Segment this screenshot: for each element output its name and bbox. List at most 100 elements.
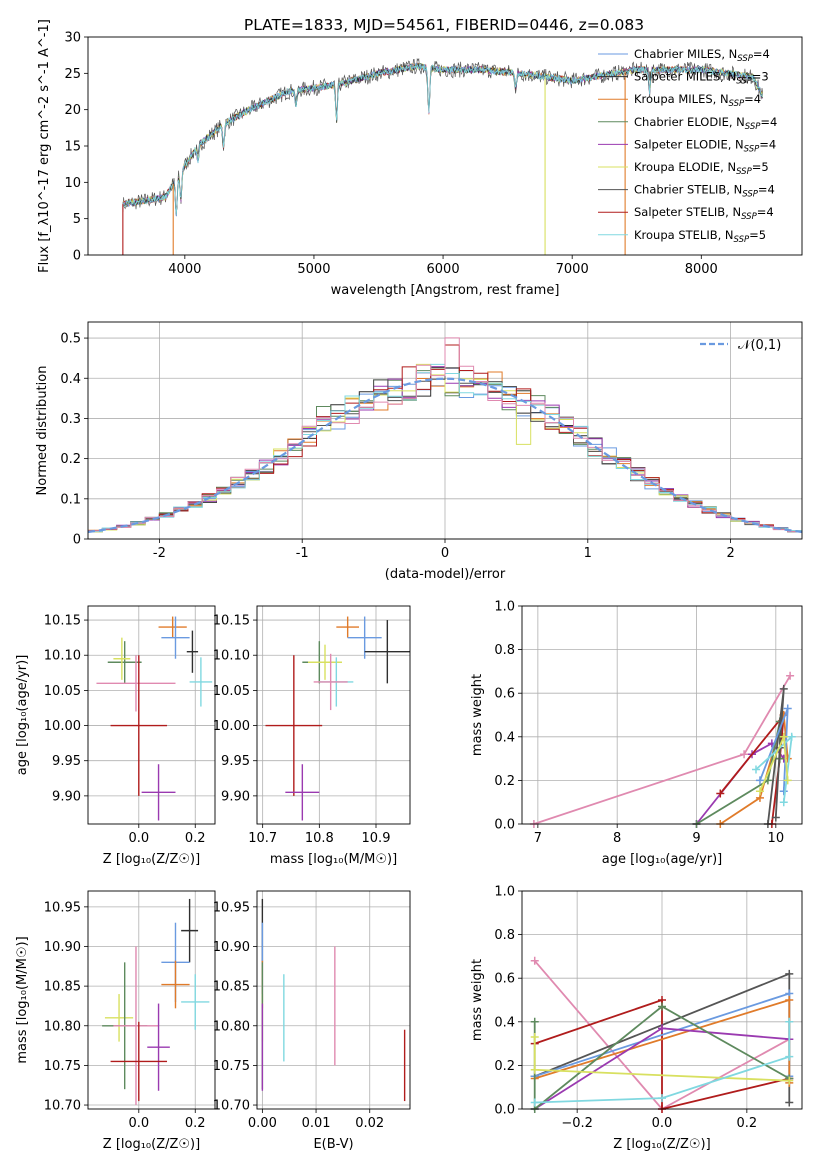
- y-tick-label: 10.80: [44, 1019, 81, 1034]
- y-axis-label: age [log₁₀(age/yr)]: [15, 655, 30, 776]
- x-tick-label: 0: [441, 546, 449, 561]
- x-tick-label: 10: [768, 831, 785, 846]
- x-axis-label: wavelength [Angstrom, rest frame]: [331, 283, 560, 298]
- plot-area: [96, 616, 213, 821]
- y-tick-label: 0: [73, 533, 81, 548]
- x-tick-label: 6000: [427, 262, 460, 277]
- x-tick-label: 0.2: [737, 1116, 758, 1131]
- weight-marker-chab_miles: [779, 787, 788, 796]
- legend-label-value: =5: [752, 160, 769, 174]
- x-tick-label: 2: [726, 546, 734, 561]
- y-tick-label: 0.4: [60, 372, 81, 387]
- spectrum-panel: 4000 5000 6000 7000 8000 0 5 10 15 20 25 30 waveleng…: [37, 19, 803, 298]
- y-axis-label: Normed distribution: [35, 366, 50, 496]
- legend-label: Kroupa ELODIE, NSSP=5: [634, 160, 769, 177]
- legend-label-subscript: SSP: [729, 99, 745, 109]
- y-tick-label: 0.4: [494, 1015, 515, 1030]
- x-tick-label: 0.02: [355, 1116, 384, 1131]
- x-tick-label: 0.2: [185, 1116, 206, 1131]
- legend-label-subscript: SSP: [741, 212, 757, 222]
- x-tick-label: 10.8: [305, 831, 334, 846]
- y-axis-label: mass [log₁₀(M/M☉)]: [15, 936, 30, 1063]
- legend-label: Chabrier STELIB, NSSP=4: [634, 183, 775, 200]
- legend-label-value: =4: [760, 115, 777, 129]
- x-axis-label: (data-model)/error: [385, 567, 506, 582]
- x-tick-label: 1: [584, 546, 592, 561]
- x-axis-label: E(B-V): [313, 1137, 353, 1152]
- weight-marker-pink: [786, 671, 795, 680]
- plot-area: [529, 671, 796, 828]
- y-tick-label: 9.90: [52, 789, 81, 804]
- axes-frame: [87, 321, 803, 540]
- y-tick-label: 5: [73, 212, 81, 227]
- y-tick-label: 0.4: [494, 730, 515, 745]
- y-tick-label: 0.8: [494, 928, 515, 943]
- y-axis-label: Flux [f_λ10^-17 erg cm^-2 s^-1 A^-1]: [37, 19, 52, 273]
- normal-curve: [87, 377, 803, 534]
- y-tick-label: 10.10: [44, 649, 81, 664]
- legend-label-subscript: SSP: [736, 77, 752, 87]
- weight-marker-pink: [740, 750, 749, 759]
- weight-marker-krou_stelib: [779, 798, 788, 807]
- y-tick-label: 10.75: [44, 1059, 81, 1074]
- weight-marker-chab_stelib: [785, 969, 794, 978]
- histogram-pink: [88, 337, 802, 533]
- legend-label: Chabrier ELODIE, NSSP=4: [634, 115, 777, 132]
- x-tick-label: 10.9: [362, 831, 391, 846]
- y-tick-label: 10.95: [213, 900, 250, 915]
- weight-marker-chab_stelib: [785, 1098, 794, 1107]
- age-vs-metallicity-panel: 0.0 0.2 9.90 9.95 10.00 10.05 10.10 10.15 Z [log…: [15, 605, 216, 867]
- y-axis-label: mass weight: [470, 674, 485, 756]
- figure-title: PLATE=1833, MJD=54561, FIBERID=0446, z=0…: [244, 16, 644, 34]
- weight-marker-krou_elodie: [783, 776, 792, 785]
- x-tick-label: 7: [534, 831, 542, 846]
- y-tick-label: 0.1: [60, 492, 81, 507]
- y-tick-label: 10.85: [213, 980, 250, 995]
- residuals-panel: -2 -1 0 1 2 0 0.1 0.2 0.3 0.4 0.5 (data-model)/erro…: [35, 321, 803, 582]
- y-tick-label: 0.8: [494, 643, 515, 658]
- x-tick-label: −0.2: [561, 1116, 593, 1131]
- plot-area: [87, 337, 803, 534]
- legend-label-value: =4: [744, 92, 761, 106]
- y-tick-label: 10.00: [44, 719, 81, 734]
- x-tick-label: 5000: [297, 262, 330, 277]
- y-tick-label: 10.70: [213, 1099, 250, 1114]
- y-tick-label: 30: [64, 31, 81, 46]
- x-tick-label: 0.00: [248, 1116, 277, 1131]
- legend-label-value: =3: [752, 70, 769, 84]
- weight-vs-age-panel: 7 8 9 10 0.0 0.2 0.4 0.6 0.8 1.0 age [log₁₀(age/yr…: [470, 600, 803, 867]
- y-tick-label: 0.6: [494, 687, 515, 702]
- axes-frame: [87, 36, 803, 256]
- weight-marker-krou_elodie: [785, 1076, 794, 1085]
- weight-marker-krou_stelib: [785, 1052, 794, 1061]
- legend-label-subscript: SSP: [745, 122, 761, 132]
- plot-area: [102, 898, 210, 1106]
- y-tick-label: 0.0: [494, 1103, 515, 1118]
- y-axis-label: mass weight: [470, 959, 485, 1041]
- axes-frame: [256, 605, 411, 825]
- y-tick-label: 10.15: [44, 614, 81, 629]
- y-tick-label: 10.00: [213, 719, 250, 734]
- legend-label-subscript: SSP: [736, 167, 752, 177]
- weight-marker-chab_stelib: [771, 813, 780, 822]
- x-tick-label: 7000: [556, 262, 589, 277]
- x-axis-label: age [log₁₀(age/yr)]: [602, 852, 723, 867]
- weight-marker-krou_elodie: [530, 1033, 539, 1042]
- y-tick-label: 10.70: [44, 1099, 81, 1114]
- y-tick-label: 10.15: [213, 614, 250, 629]
- weight-marker-pink: [530, 956, 539, 965]
- plot-area: [122, 57, 764, 255]
- y-tick-label: 0.3: [60, 412, 81, 427]
- y-tick-label: 0.2: [494, 774, 515, 789]
- weight-marker-krou_stelib: [530, 1098, 539, 1107]
- x-tick-label: 8: [613, 831, 621, 846]
- y-tick-label: 9.95: [52, 754, 81, 769]
- legend-label-value: =4: [753, 47, 770, 61]
- y-tick-label: 0.2: [494, 1059, 515, 1074]
- y-tick-label: 15: [64, 140, 81, 155]
- x-tick-label: 8000: [685, 262, 718, 277]
- legend-label-value: =4: [757, 205, 774, 219]
- mass-vs-ebv-panel: 0.00 0.01 0.02 10.70 10.75 10.80 10.85 10.90 10.…: [213, 890, 411, 1152]
- weight-marker-krou_stelib: [751, 765, 760, 774]
- legend-label: Salpeter MILES, NSSP=3: [634, 70, 769, 87]
